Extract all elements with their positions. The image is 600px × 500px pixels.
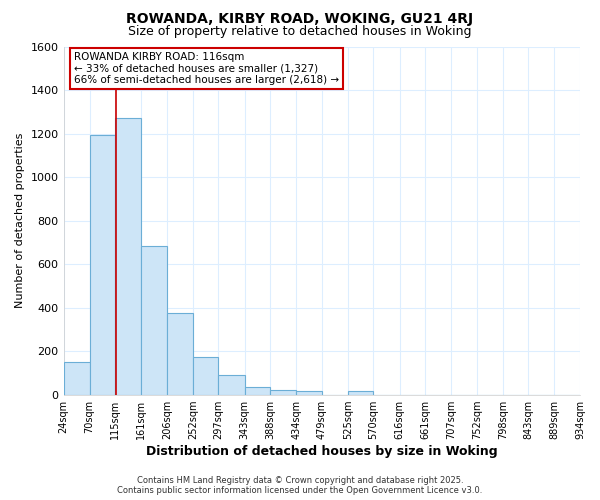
Text: ROWANDA, KIRBY ROAD, WOKING, GU21 4RJ: ROWANDA, KIRBY ROAD, WOKING, GU21 4RJ xyxy=(127,12,473,26)
Bar xyxy=(141,246,167,394)
Bar xyxy=(245,388,270,394)
Bar xyxy=(115,118,141,394)
X-axis label: Distribution of detached houses by size in Woking: Distribution of detached houses by size … xyxy=(146,444,497,458)
Y-axis label: Number of detached properties: Number of detached properties xyxy=(15,133,25,308)
Bar xyxy=(296,390,322,394)
Bar xyxy=(167,313,193,394)
Text: Size of property relative to detached houses in Woking: Size of property relative to detached ho… xyxy=(128,25,472,38)
Bar xyxy=(64,362,89,394)
Text: Contains HM Land Registry data © Crown copyright and database right 2025.
Contai: Contains HM Land Registry data © Crown c… xyxy=(118,476,482,495)
Text: ROWANDA KIRBY ROAD: 116sqm
← 33% of detached houses are smaller (1,327)
66% of s: ROWANDA KIRBY ROAD: 116sqm ← 33% of deta… xyxy=(74,52,339,85)
Bar xyxy=(218,375,245,394)
Bar xyxy=(348,390,373,394)
Bar xyxy=(270,390,296,394)
Bar xyxy=(193,356,218,395)
Bar xyxy=(89,134,115,394)
